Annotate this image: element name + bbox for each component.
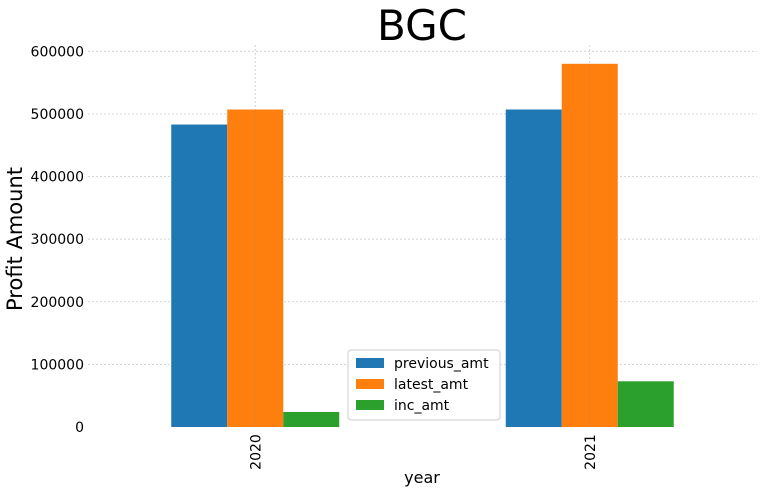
legend-label-previous_amt: previous_amt [394,356,489,372]
bar-latest_amt-2021 [561,63,618,427]
y-axis-ticks: 0 100000 200000 300000 400000 500000 600000 [31,44,84,436]
bar-previous_amt-2021 [505,109,562,427]
x-axis-label: year [404,468,440,487]
bar-previous_amt-2020 [171,124,228,427]
legend-box [347,349,501,421]
y-tick-label: 500000 [31,107,84,123]
legend-swatch-latest_amt [356,379,384,389]
legend-label-inc_amt: inc_amt [394,398,450,414]
y-axis-label: Profit Amount [3,167,27,311]
y-tick-label: 200000 [31,295,84,311]
x-tick-label: 2021 [583,434,599,470]
y-tick-label: 400000 [31,170,84,186]
bar-inc_amt-2021 [617,381,674,427]
y-tick-label: 600000 [31,44,84,60]
legend-swatch-inc_amt [356,400,384,410]
x-axis-ticks: 2020 2021 [248,434,599,470]
y-tick-label: 0 [75,420,84,436]
legend: previous_amt latest_amt inc_amt [347,349,501,421]
y-tick-label: 100000 [31,357,84,373]
y-tick-label: 300000 [31,232,84,248]
bars [171,63,674,427]
bar-latest_amt-2020 [227,109,284,427]
grid-lines [88,50,757,365]
x-tick-label: 2020 [248,434,264,470]
chart-title: BGC [377,1,467,50]
legend-label-latest_amt: latest_amt [394,377,469,393]
bar-inc_amt-2020 [283,411,340,427]
legend-swatch-previous_amt [356,358,384,368]
